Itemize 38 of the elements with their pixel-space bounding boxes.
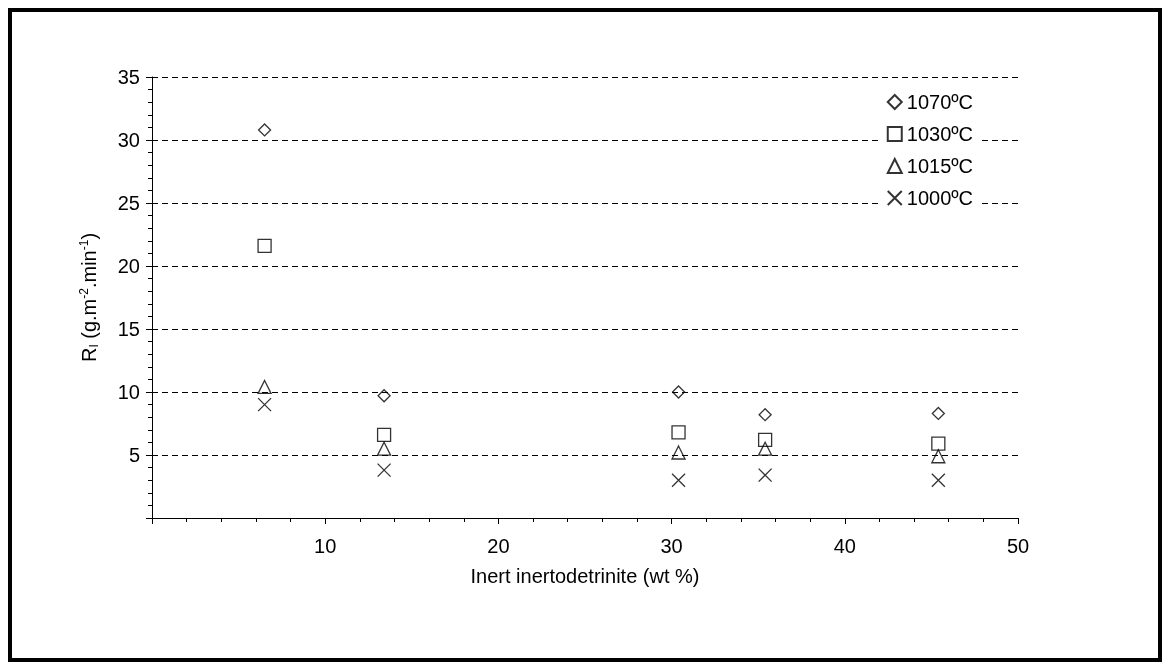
point: [376, 462, 392, 478]
y-tick-label: 20: [117, 255, 140, 277]
y-tick-label: 30: [117, 129, 140, 151]
point: [671, 425, 686, 440]
point: [671, 445, 686, 460]
y-tick-label: 15: [117, 318, 140, 340]
x-tick-label: 40: [833, 535, 856, 557]
y-tick-label: 10: [117, 381, 140, 403]
point: [257, 123, 272, 137]
x-tick-label: 10: [314, 535, 337, 557]
legend-label: 1000ºC: [906, 187, 974, 209]
y-tick-label: 5: [128, 444, 140, 466]
point: [376, 441, 392, 456]
x-tick-label: 50: [1006, 535, 1030, 557]
x-tick-label: 20: [487, 535, 510, 557]
y-tick-label: 35: [117, 66, 140, 88]
legend-label: 1070ºC: [906, 91, 974, 113]
x-axis-title: Inert inertodetrinite (wt %): [470, 565, 700, 587]
x-tick-label: 30: [660, 535, 683, 557]
point: [757, 468, 773, 483]
point: [931, 436, 946, 451]
point: [671, 385, 686, 399]
point: [257, 397, 272, 412]
point: [758, 408, 772, 422]
point: [931, 449, 946, 464]
y-axis-title: RI (g.m-2.min-1): [77, 232, 101, 363]
point: [671, 473, 686, 488]
point: [757, 432, 773, 448]
y-tick-label: 25: [117, 192, 140, 214]
point: [257, 238, 272, 253]
point: [757, 441, 773, 456]
point: [377, 389, 391, 403]
legend-label: 1030ºC: [906, 123, 974, 145]
point: [931, 406, 945, 421]
point: [376, 427, 392, 442]
point: [257, 379, 272, 395]
point: [931, 473, 946, 488]
legend-label: 1015ºC: [906, 155, 974, 177]
